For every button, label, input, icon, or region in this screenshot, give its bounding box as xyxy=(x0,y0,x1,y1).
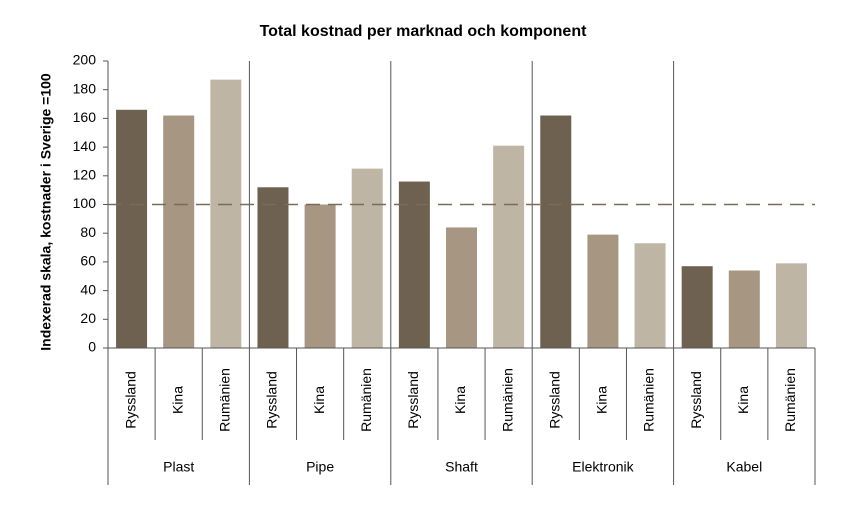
bar xyxy=(116,109,148,348)
x-sub-label: Rumänien xyxy=(358,368,374,432)
x-group-label: Kabel xyxy=(726,459,762,475)
y-tick-label: 140 xyxy=(73,138,97,154)
y-tick-label: 200 xyxy=(73,52,97,68)
bar xyxy=(540,115,572,348)
bar xyxy=(775,263,807,348)
x-sub-label: Kina xyxy=(452,386,468,414)
chart-title: Total kostnad per marknad och komponent xyxy=(260,23,588,40)
y-tick-label: 120 xyxy=(73,167,97,183)
x-sub-label: Rumänien xyxy=(217,368,233,432)
y-tick-label: 60 xyxy=(80,253,96,269)
x-sub-label: Kina xyxy=(735,386,751,414)
bar xyxy=(681,266,713,348)
y-tick-label: 40 xyxy=(80,281,96,297)
x-sub-label: Ryssland xyxy=(688,371,704,429)
x-group-label: Shaft xyxy=(445,459,478,475)
y-tick-label: 0 xyxy=(88,339,96,355)
x-group-label: Plast xyxy=(163,459,194,475)
bar xyxy=(446,227,477,348)
x-sub-label: Kina xyxy=(594,386,610,414)
bar xyxy=(587,234,619,348)
bar xyxy=(163,115,195,348)
y-axis-title: Indexerad skala, kostnader i Sverige =10… xyxy=(38,73,54,351)
x-sub-label: Kina xyxy=(169,386,185,414)
x-sub-label: Ryssland xyxy=(405,371,421,429)
bar xyxy=(634,243,666,348)
bar xyxy=(210,79,242,348)
bar xyxy=(398,181,430,348)
x-group-label: Pipe xyxy=(306,459,334,475)
x-sub-label: Ryssland xyxy=(264,371,280,429)
x-sub-label: Rumänien xyxy=(782,368,798,432)
bar xyxy=(351,168,383,348)
x-sub-label: Kina xyxy=(311,386,327,414)
y-tick-label: 20 xyxy=(80,310,96,326)
y-tick-label: 180 xyxy=(73,80,97,96)
y-tick-label: 100 xyxy=(73,195,97,211)
x-sub-label: Rumänien xyxy=(499,368,515,432)
x-group-label: Elektronik xyxy=(572,459,634,475)
bar xyxy=(304,204,336,348)
bar xyxy=(728,270,760,348)
bar xyxy=(493,145,525,348)
y-tick-label: 80 xyxy=(80,224,96,240)
y-tick-label: 160 xyxy=(73,109,97,125)
bar xyxy=(257,187,289,348)
x-sub-label: Rumänien xyxy=(641,368,657,432)
x-sub-label: Ryssland xyxy=(546,371,562,429)
x-sub-label: Ryssland xyxy=(122,371,138,429)
